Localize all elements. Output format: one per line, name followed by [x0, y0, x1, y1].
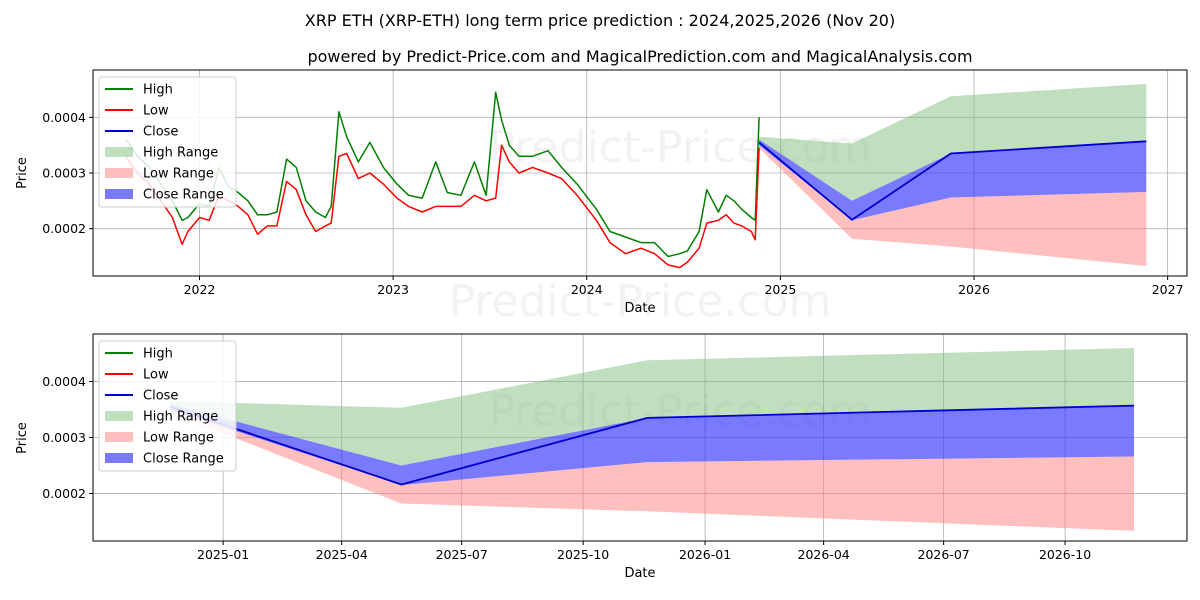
- x-tick-label: 2026-01: [679, 547, 731, 562]
- low-range-area: [170, 409, 1135, 531]
- plot-area: [125, 83, 1147, 269]
- close-line: [169, 404, 1135, 486]
- y-tick-label: 0.0004: [42, 374, 86, 389]
- legend-label: Close Range: [143, 452, 224, 467]
- high-range-area: [759, 83, 1147, 201]
- legend-label: Close: [143, 389, 178, 404]
- chart-title: XRP ETH (XRP-ETH) long term price predic…: [305, 11, 895, 30]
- x-tick-label: 2023: [377, 282, 409, 297]
- y-tick-label: 0.0002: [42, 221, 86, 236]
- legend-box: [98, 340, 237, 472]
- legend-label: Low: [143, 104, 169, 119]
- legend-label: High Range: [143, 146, 218, 161]
- chart-subtitle: powered by Predict-Price.com and Magical…: [307, 47, 972, 66]
- legend-swatch: [105, 168, 133, 178]
- x-tick-label: 2022: [184, 282, 216, 297]
- legend-swatch: [105, 189, 133, 199]
- y-tick-label: 0.0003: [42, 430, 86, 445]
- legend-swatch: [105, 411, 133, 421]
- y-tick-label: 0.0003: [42, 166, 86, 181]
- x-tick-label: 2024: [571, 282, 603, 297]
- y-tick-label: 0.0004: [42, 110, 86, 125]
- x-tick-label: 2027: [1152, 282, 1184, 297]
- x-tick-label: 2025-04: [316, 547, 368, 562]
- legend-label: High Range: [143, 410, 218, 425]
- x-tick-label: 2025: [764, 282, 796, 297]
- legend: High Low Close High Range Low Range Close Ran…: [98, 76, 237, 208]
- y-axis-label: Price: [15, 157, 30, 189]
- legend-label: High: [143, 83, 173, 98]
- legend-box: [98, 76, 237, 208]
- x-tick-label: 2026-04: [798, 547, 850, 562]
- legend-swatch: [105, 147, 133, 157]
- legend-label: Low Range: [143, 167, 214, 182]
- x-tick-label: 2026-10: [1039, 547, 1091, 562]
- close-range-area: [759, 139, 1147, 221]
- legend-label: High: [143, 347, 173, 362]
- legend: High Low Close High Range Low Range Close Ran…: [98, 340, 237, 472]
- x-axis-label: Date: [624, 301, 655, 316]
- low-range-area: [759, 145, 1147, 266]
- plot-area: [169, 348, 1135, 531]
- legend-label: Low Range: [143, 431, 214, 446]
- bottom-panel: Predict-Price.com2025-012025-042025-0720…: [15, 333, 1188, 581]
- legend-label: Low: [143, 368, 169, 383]
- legend-label: Close: [143, 125, 178, 140]
- watermark: Predict-Price.com: [449, 276, 832, 327]
- legend-swatch: [105, 432, 133, 442]
- x-tick-label: 2026-07: [918, 547, 970, 562]
- legend-swatch: [105, 453, 133, 463]
- x-tick-label: 2026: [958, 282, 990, 297]
- y-axis-label: Price: [15, 422, 30, 454]
- close-line: [758, 140, 1147, 221]
- y-tick-label: 0.0002: [42, 486, 86, 501]
- x-tick-label: 2025-01: [197, 547, 249, 562]
- high-range-area: [170, 348, 1135, 466]
- x-axis-label: Date: [624, 566, 655, 581]
- legend-label: Close Range: [143, 188, 224, 203]
- x-tick-label: 2025-07: [436, 547, 488, 562]
- x-tick-label: 2025-10: [557, 547, 609, 562]
- close-range-area: [170, 403, 1135, 486]
